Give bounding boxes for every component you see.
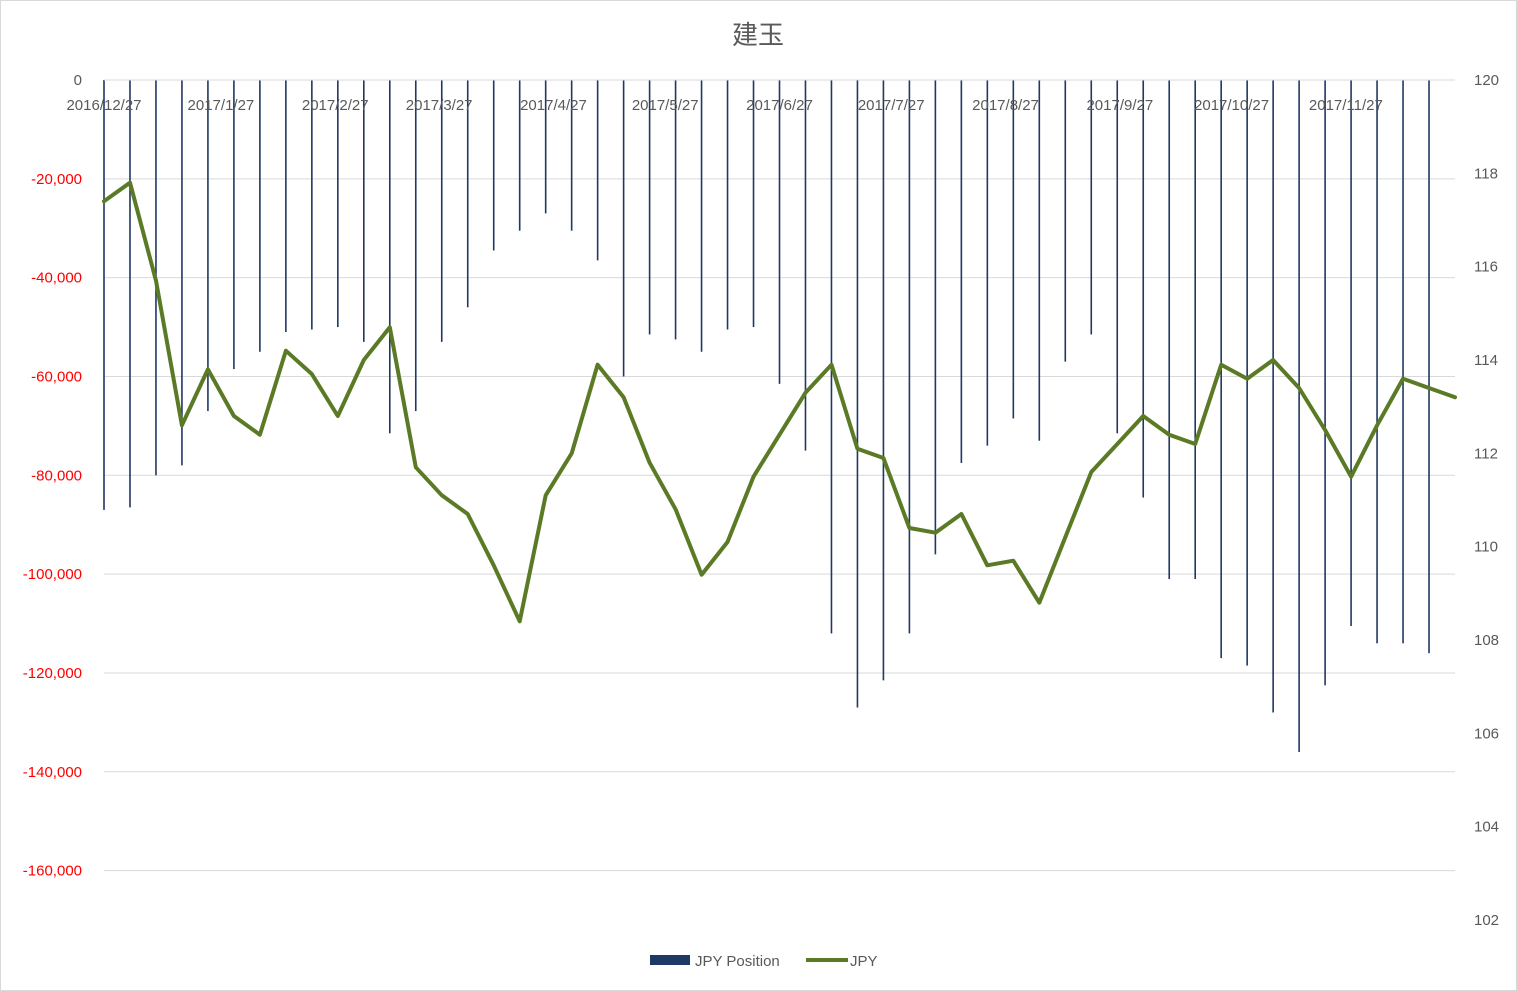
bar-13 bbox=[440, 80, 443, 342]
bar-7 bbox=[285, 80, 287, 332]
bar-29 bbox=[856, 80, 859, 708]
left-axis-tick-labels: 0 -20,000 -40,000 -60,000 -80,000 -100,000 -12… bbox=[23, 72, 82, 880]
bar-22 bbox=[674, 80, 677, 340]
bar-44 bbox=[1246, 80, 1248, 666]
bar-9 bbox=[337, 80, 339, 328]
right-tick-label-5: 112 bbox=[1474, 445, 1498, 462]
bar-32 bbox=[934, 80, 937, 555]
right-tick-label-8: 118 bbox=[1474, 165, 1498, 182]
x-tick-label-1: 2017/1/27 bbox=[188, 97, 255, 114]
x-tick-label-7: 2017/7/27 bbox=[858, 97, 925, 114]
bar-45 bbox=[1272, 80, 1274, 713]
bar-1 bbox=[129, 80, 131, 508]
x-tick-label-5: 2017/5/27 bbox=[632, 97, 699, 114]
bar-10 bbox=[363, 80, 365, 342]
bar-30 bbox=[882, 80, 885, 681]
legend-label-jpy: JPY bbox=[850, 953, 878, 970]
bar-21 bbox=[648, 80, 651, 335]
legend: JPY Position JPY bbox=[650, 953, 878, 970]
bar-42 bbox=[1194, 80, 1196, 580]
bar-19 bbox=[596, 80, 599, 261]
bar-40 bbox=[1142, 80, 1145, 498]
bar-50 bbox=[1402, 80, 1404, 644]
bar-49 bbox=[1376, 80, 1378, 644]
bar-17 bbox=[544, 80, 547, 214]
bar-34 bbox=[986, 80, 989, 446]
bar-12 bbox=[414, 80, 417, 412]
bar-6 bbox=[259, 80, 261, 352]
bar-11 bbox=[388, 80, 391, 434]
left-tick-label-2: -40,000 bbox=[31, 270, 82, 287]
bar-20 bbox=[622, 80, 625, 377]
bar-47 bbox=[1324, 80, 1326, 686]
bar-31 bbox=[908, 80, 911, 634]
bar-24 bbox=[726, 80, 729, 330]
bar-series-jpy-position bbox=[103, 80, 1430, 752]
x-tick-label-2: 2017/2/27 bbox=[302, 97, 369, 114]
bar-36 bbox=[1038, 80, 1041, 441]
legend-label-jpy-position: JPY Position bbox=[695, 953, 780, 970]
right-tick-label-3: 108 bbox=[1474, 632, 1499, 649]
bar-4 bbox=[207, 80, 209, 412]
left-tick-label-3: -60,000 bbox=[31, 368, 82, 385]
left-tick-label-5: -100,000 bbox=[23, 566, 82, 583]
left-tick-label-4: -80,000 bbox=[31, 467, 82, 484]
x-axis-tick-labels: 2016/12/27 2017/1/27 2017/2/27 2017/3/27 201… bbox=[66, 97, 1382, 114]
x-tick-label-11: 2017/11/27 bbox=[1309, 97, 1383, 114]
left-tick-label-0: 0 bbox=[74, 72, 82, 89]
bar-33 bbox=[960, 80, 963, 463]
bar-27 bbox=[804, 80, 807, 451]
right-tick-label-9: 120 bbox=[1474, 72, 1499, 89]
x-tick-label-9: 2017/9/27 bbox=[1086, 97, 1153, 114]
bar-46 bbox=[1298, 80, 1300, 752]
bar-5 bbox=[233, 80, 235, 370]
bar-48 bbox=[1350, 80, 1352, 626]
bar-37 bbox=[1064, 80, 1067, 362]
bar-16 bbox=[518, 80, 521, 231]
jpy-line bbox=[102, 180, 1457, 624]
bar-8 bbox=[311, 80, 313, 330]
x-tick-label-0: 2016/12/27 bbox=[66, 97, 141, 114]
right-tick-label-4: 110 bbox=[1474, 539, 1498, 556]
bar-28 bbox=[830, 80, 833, 634]
right-tick-label-2: 106 bbox=[1474, 725, 1499, 742]
bar-14 bbox=[466, 80, 469, 308]
legend-swatch-jpy-position bbox=[650, 955, 690, 965]
x-tick-label-8: 2017/8/27 bbox=[972, 97, 1039, 114]
line-series-jpy bbox=[102, 180, 1457, 624]
bar-26 bbox=[778, 80, 781, 384]
bar-41 bbox=[1168, 80, 1171, 580]
left-tick-label-7: -140,000 bbox=[23, 764, 82, 781]
right-tick-label-0: 102 bbox=[1474, 912, 1499, 929]
x-tick-label-3: 2017/3/27 bbox=[406, 97, 473, 114]
bar-3 bbox=[181, 80, 183, 466]
grid bbox=[104, 178, 1455, 872]
bar-38 bbox=[1090, 80, 1093, 335]
left-tick-label-6: -120,000 bbox=[23, 665, 82, 682]
left-tick-label-8: -160,000 bbox=[23, 863, 82, 880]
bar-18 bbox=[570, 80, 573, 231]
x-tick-label-6: 2017/6/27 bbox=[746, 97, 813, 114]
right-tick-label-6: 114 bbox=[1474, 352, 1498, 369]
right-axis-tick-labels: 102 104 106 108 110 112 114 116 118 120 bbox=[1474, 72, 1499, 929]
bar-15 bbox=[492, 80, 495, 251]
bar-35 bbox=[1012, 80, 1015, 419]
bar-39 bbox=[1116, 80, 1119, 434]
x-tick-label-10: 2017/10/27 bbox=[1194, 97, 1269, 114]
bar-25 bbox=[752, 80, 755, 328]
left-tick-label-1: -20,000 bbox=[31, 171, 82, 188]
x-tick-label-4: 2017/4/27 bbox=[520, 97, 587, 114]
right-tick-label-7: 116 bbox=[1474, 259, 1498, 276]
right-tick-label-1: 104 bbox=[1474, 819, 1499, 836]
chart-title: 建玉 bbox=[732, 21, 784, 51]
bar-23 bbox=[700, 80, 703, 352]
bar-0 bbox=[103, 80, 105, 510]
bar-51 bbox=[1428, 80, 1430, 654]
